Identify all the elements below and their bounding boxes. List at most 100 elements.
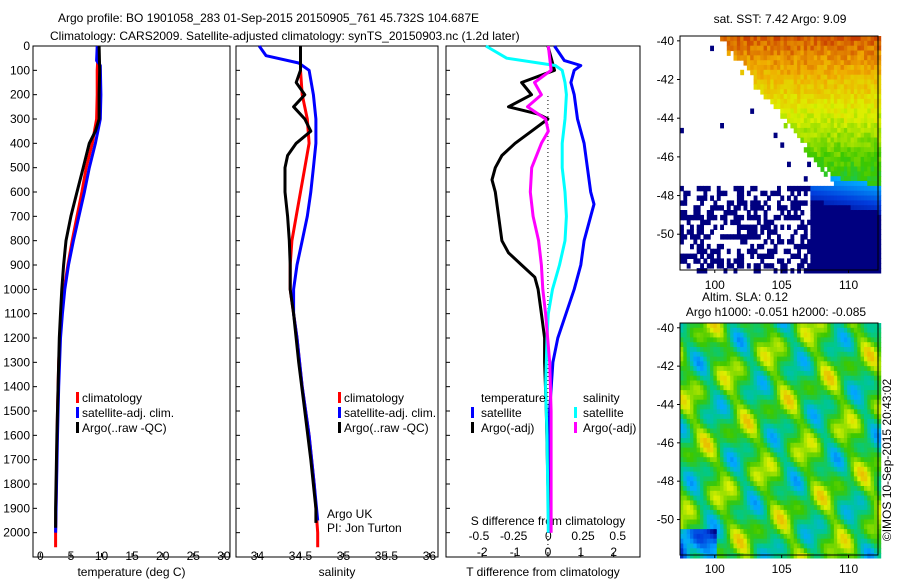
heatmap-cell [864,327,868,334]
heatmap-cell [797,214,801,221]
heatmap-cell [870,380,875,386]
heatmap-cell [830,471,835,477]
y-tick-label: 1100 [4,307,30,321]
heatmap-cell [843,323,848,329]
heatmap-cell [857,543,862,549]
heatmap-cell [840,423,845,430]
heatmap-cell [760,356,765,362]
heatmap-cell [810,509,815,516]
heatmap-cell [827,370,832,377]
heatmap-cell [823,433,828,439]
heatmap-cell [767,414,771,420]
heatmap-cell [843,543,848,549]
heatmap-cell [703,375,708,382]
heatmap-cell [736,234,741,240]
heatmap-cell [730,366,735,372]
heatmap-cell [783,50,788,56]
heatmap-cell [760,495,765,501]
heatmap-cell [874,166,878,172]
heatmap-cell [823,156,828,163]
heatmap-cell [790,438,795,444]
heatmap-cell [790,553,795,559]
heatmap-cell [800,380,805,386]
heatmap-cell [773,69,778,76]
heatmap-cell [817,219,821,226]
heatmap-cell [870,356,875,362]
heatmap-cell [720,327,724,334]
heatmap-cell [830,509,835,516]
heatmap-cell [777,543,781,549]
heatmap-cell [853,36,858,42]
heatmap-cell [793,462,798,468]
heatmap-cell [860,137,865,143]
heatmap-cell [870,394,875,401]
heatmap-cell [787,514,791,521]
heatmap-cell [760,476,765,482]
heatmap-cell [867,332,872,338]
heatmap-cell [874,505,878,511]
heatmap-cell [877,447,882,453]
heatmap-cell [864,442,868,449]
heatmap-cell [793,205,798,211]
heatmap-cell [773,390,778,396]
heatmap-cell [690,332,694,338]
heatmap-cell [840,380,845,386]
heatmap-cell [780,486,785,492]
heatmap-cell [720,481,724,487]
heatmap-cell [780,113,785,119]
heatmap-cell [810,457,815,463]
y-tick-label: -44 [657,397,675,411]
heatmap-cell [817,253,821,259]
heatmap-cell [810,414,815,420]
heatmap-cell [780,361,785,367]
heatmap-cell [716,332,721,338]
heatmap-cell [864,79,868,85]
heatmap-cell [740,385,745,391]
heatmap-cell [767,390,771,396]
heatmap-cell [847,390,852,396]
heatmap-cell [736,370,741,377]
heatmap-cell [874,142,878,148]
heatmap-cell [877,234,882,240]
heatmap-cell [857,481,862,487]
heatmap-cell [817,142,821,148]
heatmap-cell [853,375,858,382]
heatmap-cell [847,224,852,230]
heatmap-cell [736,366,741,372]
heatmap-cell [783,60,788,66]
heatmap-cell [683,548,688,554]
heatmap-cell [837,423,842,430]
heatmap-cell [793,337,798,343]
heatmap-cell [833,36,838,42]
heatmap-cell [823,452,828,458]
heatmap-cell [867,94,872,100]
heatmap-cell [733,423,738,430]
heatmap-cell [790,452,795,458]
heatmap-cell [830,361,835,367]
heatmap-cell [750,370,755,377]
heatmap-cell [803,370,808,377]
heatmap-cell [720,476,724,482]
heatmap-cell [820,543,825,549]
heatmap-cell [827,200,832,206]
heatmap-cell [864,524,868,530]
heatmap-cell [756,60,761,66]
heatmap-cell [813,553,818,559]
heatmap-cell [716,327,721,334]
heatmap-cell [833,457,838,463]
heatmap-cell [864,113,868,119]
heatmap-cell [780,548,785,554]
heatmap-cell [680,438,684,444]
heatmap-cell [800,486,805,492]
heatmap-cell [877,137,882,143]
heatmap-cell [810,438,815,444]
heatmap-cell [803,514,808,521]
heatmap-cell [800,103,805,110]
heatmap-cell [743,375,748,382]
heatmap-cell [874,263,878,269]
heatmap-cell [810,466,815,473]
heatmap-cell [877,127,882,134]
heatmap-cell [756,84,761,90]
heatmap-cell [750,36,755,42]
heatmap-cell [864,132,868,139]
